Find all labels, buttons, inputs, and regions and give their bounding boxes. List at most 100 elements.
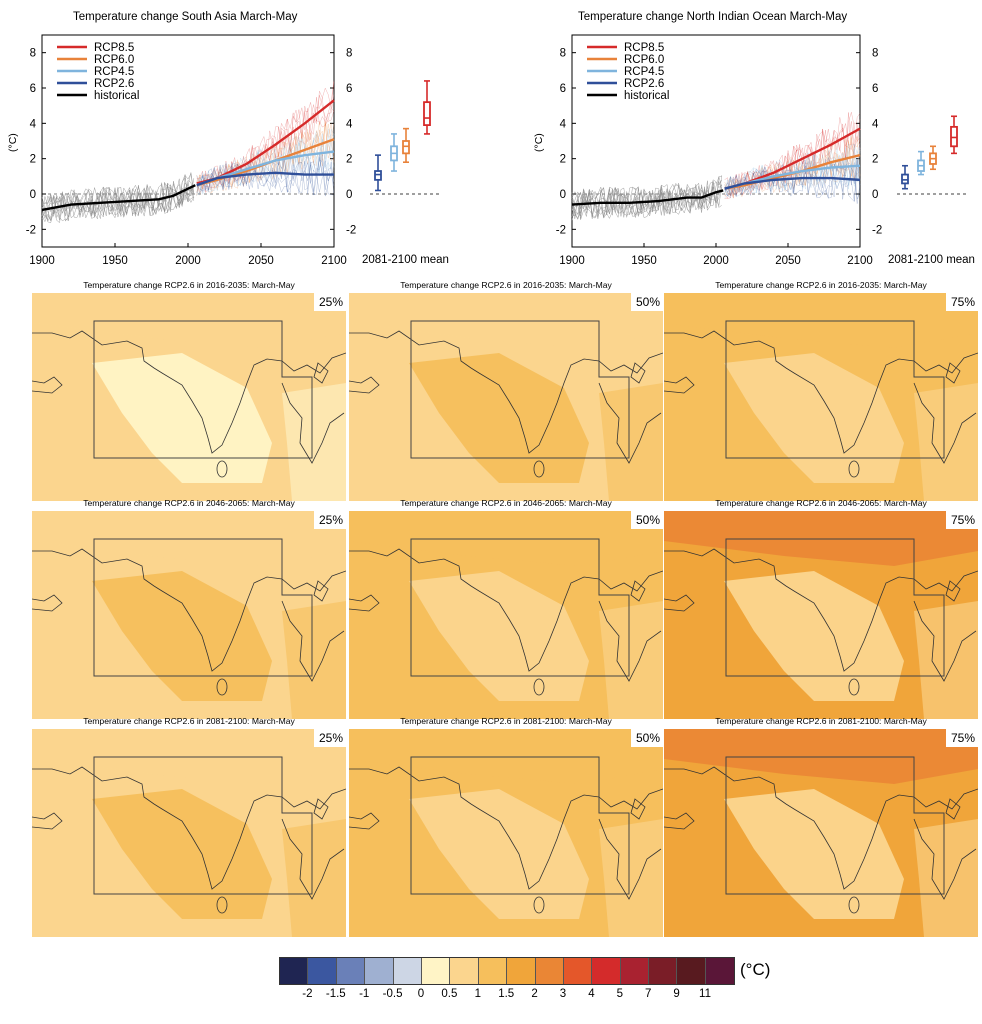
colorbar-swatch <box>592 958 621 984</box>
map-image <box>664 293 978 501</box>
colorbar-tick-label: 9 <box>673 988 680 1000</box>
ensemble-member <box>196 153 335 196</box>
map-panel: 75% <box>664 729 978 937</box>
map-panel: 25% <box>32 729 346 937</box>
ensemble-member-historical <box>41 172 195 223</box>
colorbar-swatch <box>620 958 650 984</box>
colorbar-swatch <box>450 958 479 984</box>
map-image <box>32 729 346 937</box>
y-tick-label-right: 2 <box>346 154 352 166</box>
colorbar-tick-label: 3 <box>559 988 567 1000</box>
map-title: Temperature change RCP2.6 in 2046-2065: … <box>400 498 612 508</box>
ensemble-member-historical <box>41 184 195 222</box>
colorbar-swatch <box>308 958 337 984</box>
colorbar-tick-label: 4 <box>588 988 595 1000</box>
legend-label: RCP2.6 <box>94 78 134 90</box>
colorbar-swatch <box>705 958 735 984</box>
boxplot-label-1: 2081-2100 mean <box>362 254 449 266</box>
boxplot-label-2: 2081-2100 mean <box>888 254 975 266</box>
colorbar-tick-label: -1.5 <box>325 988 346 1000</box>
colorbar-tick-label: -1 <box>359 988 370 1000</box>
percentile-label: 50% <box>630 293 663 311</box>
map-image <box>664 729 978 937</box>
ensemble-member <box>196 154 335 194</box>
y-tick-label-right: 0 <box>346 189 352 201</box>
map-image <box>664 511 978 719</box>
ensemble-member <box>196 158 335 197</box>
boxplot-box <box>374 170 382 181</box>
colorbar-swatch <box>649 958 678 984</box>
colorbar-swatch <box>280 958 309 984</box>
ensemble-member <box>196 90 335 189</box>
map-title: Temperature change RCP2.6 in 2016-2035: … <box>715 280 927 290</box>
ensemble-member <box>196 121 335 191</box>
percentile-label: 25% <box>313 293 346 311</box>
colorbar-swatch <box>677 958 706 984</box>
chart-title-south-asia: Temperature change South Asia March-May <box>73 11 298 23</box>
ensemble-member <box>196 157 335 196</box>
colorbar-tick-label: 1 <box>474 988 481 1000</box>
ensemble-member <box>196 95 335 195</box>
map-image <box>349 729 663 937</box>
y-tick-label-right: 6 <box>346 83 352 95</box>
ensemble-member-historical <box>41 172 195 219</box>
ensemble-member-historical <box>41 182 195 219</box>
ensemble-spread <box>41 80 335 224</box>
colorbar-swatch <box>478 958 508 984</box>
ensemble-member-historical <box>41 174 194 222</box>
percentile-label: 75% <box>945 729 978 747</box>
ensemble-member-historical <box>41 182 195 221</box>
colorbar-tick-label: 0.5 <box>441 988 458 1000</box>
map-panel: 75% <box>664 511 978 719</box>
y-tick-label-right: -2 <box>346 224 356 236</box>
y-tick-label-left: 0 <box>30 189 36 201</box>
map-title: Temperature change RCP2.6 in 2046-2065: … <box>83 498 295 508</box>
percentile-label: 25% <box>313 511 346 529</box>
map-image <box>349 293 663 501</box>
map-title: Temperature change RCP2.6 in 2046-2065: … <box>715 498 927 508</box>
colorbar-tick-label: 2 <box>531 988 538 1000</box>
ensemble-member <box>196 129 335 193</box>
colorbar-tick-label: 7 <box>644 988 652 1000</box>
colorbar <box>279 957 736 985</box>
map-panel: 25% <box>32 511 346 719</box>
y-tick-label-left: 2 <box>30 154 36 166</box>
map-panel: 50% <box>349 729 663 937</box>
ensemble-member <box>196 128 335 195</box>
x-tick-label: 1950 <box>102 255 128 267</box>
ylabel-left-2: (°C) <box>533 133 545 152</box>
colorbar-tick-label: 11 <box>699 988 711 1000</box>
map-image <box>349 511 663 719</box>
map-title: Temperature change RCP2.6 in 2081-2100: … <box>715 716 927 726</box>
colorbar-swatch <box>365 958 394 984</box>
map-panel: 75% <box>664 293 978 501</box>
map-panel: 50% <box>349 293 663 501</box>
map-title: Temperature change RCP2.6 in 2016-2035: … <box>83 280 295 290</box>
x-tick-label: 2100 <box>321 255 347 267</box>
y-tick-label-left: 6 <box>30 83 36 95</box>
map-title: Temperature change RCP2.6 in 2081-2100: … <box>400 716 612 726</box>
map-title: Temperature change RCP2.6 in 2081-2100: … <box>83 716 295 726</box>
percentile-label: 50% <box>630 511 663 529</box>
colorbar-tick-label: 1.5 <box>498 988 515 1000</box>
percentile-label: 50% <box>630 729 663 747</box>
percentile-label: 75% <box>945 511 978 529</box>
y-tick-label-right: 4 <box>346 118 353 130</box>
timeseries-chart-south-asia: -2 -2 0 0 2 2 4 4 6 6 8 8 1900 1950 2000 2050 2100 RCP8.5… <box>26 34 439 267</box>
colorbar-tick-label: -2 <box>302 988 313 1000</box>
series-line-historical <box>41 184 196 212</box>
colorbar-tick-label: 0 <box>417 988 425 1000</box>
series-line-rcp26 <box>196 171 334 187</box>
boxplot-box <box>423 101 431 126</box>
map-panel: 25% <box>32 293 346 501</box>
y-tick-label-right: 8 <box>346 48 352 60</box>
legend-label: historical <box>94 90 139 102</box>
colorbar-unit: (°C) <box>740 960 771 979</box>
colorbar-tick-label: 5 <box>616 988 623 1000</box>
legend-label: RCP6.0 <box>94 54 134 66</box>
colorbar-tick-label: -0.5 <box>382 988 403 1000</box>
colorbar-swatch <box>563 958 593 984</box>
ensemble-member <box>196 134 335 196</box>
y-tick-label-left: 8 <box>30 48 36 60</box>
y-tick-label-left: 4 <box>30 118 37 130</box>
